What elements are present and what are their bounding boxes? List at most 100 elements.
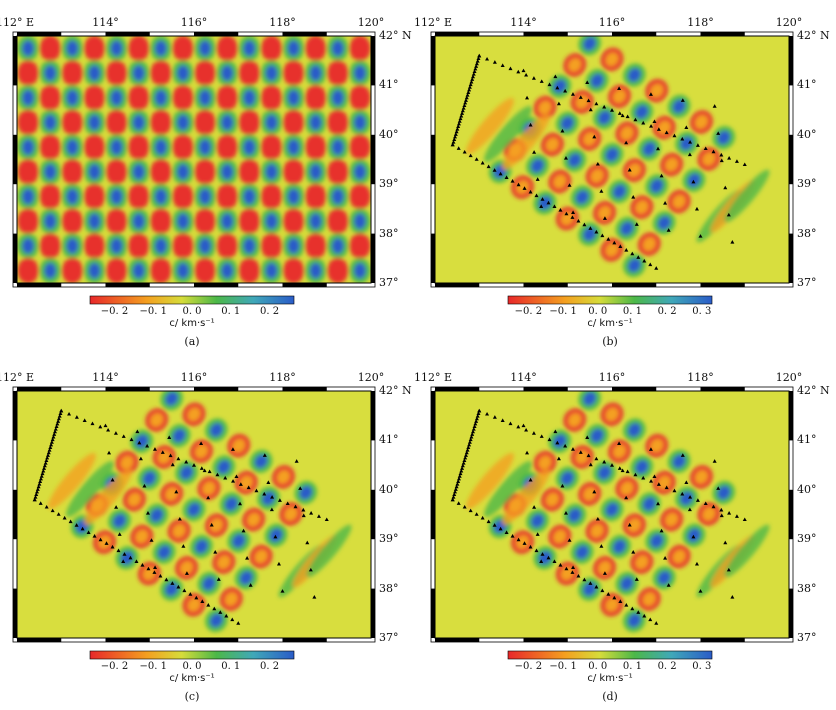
station-triangle <box>466 90 471 94</box>
negative-anomaly <box>194 109 216 136</box>
station-triangle <box>47 447 52 452</box>
negative-anomaly <box>128 183 150 210</box>
station-triangle <box>135 429 140 434</box>
panel-label: (b) <box>602 335 618 348</box>
positive-anomaly-core <box>199 238 211 254</box>
negative-anomaly <box>61 60 83 86</box>
station-triangle <box>508 66 513 71</box>
positive-anomaly-core <box>224 497 238 511</box>
negative-anomaly-core <box>568 58 582 72</box>
negative-anomaly <box>327 208 349 235</box>
map-frame <box>430 386 794 643</box>
station-triangle <box>270 495 275 499</box>
station-triangle <box>649 479 654 483</box>
negative-anomaly <box>349 84 371 111</box>
station-triangle <box>456 476 461 481</box>
colorbar-tick-label: −0. 2 <box>100 306 129 317</box>
positive-anomaly-core <box>199 139 211 155</box>
positive-anomaly-core <box>717 485 731 500</box>
station-triangle <box>209 522 214 527</box>
station-triangle <box>570 215 575 219</box>
station-triangle <box>691 534 696 539</box>
station-triangle <box>666 583 671 587</box>
station-triangle <box>578 450 583 454</box>
station-triangle <box>464 450 469 455</box>
station-triangle <box>230 447 235 451</box>
positive-anomaly-core <box>172 428 186 443</box>
station-triangle <box>462 458 467 463</box>
station-triangle <box>570 447 575 451</box>
station-triangle <box>680 136 685 141</box>
negative-anomaly-core <box>553 174 567 189</box>
station-triangle <box>504 175 509 179</box>
station-triangle <box>38 501 43 505</box>
station-triangle <box>595 161 600 166</box>
negative-anomaly-core <box>150 413 164 427</box>
station-triangle <box>52 432 57 436</box>
station-triangle <box>262 491 267 496</box>
seismic-station-array <box>32 408 329 625</box>
station-triangle <box>266 480 271 484</box>
station-triangle <box>277 498 282 502</box>
station-triangle <box>458 116 463 121</box>
station-triangle <box>170 581 175 585</box>
negative-anomaly <box>17 109 39 136</box>
positive-anomaly-core <box>132 65 145 81</box>
negative-anomaly-core <box>657 120 671 135</box>
negative-anomaly-core <box>538 455 552 470</box>
station-triangle <box>634 222 639 226</box>
longitude-label: 120° <box>357 16 385 29</box>
map-frame <box>430 31 794 288</box>
positive-anomaly-core <box>265 262 278 279</box>
station-triangle <box>58 411 63 415</box>
positive-anomaly-core <box>568 153 582 168</box>
positive-anomaly-core <box>150 508 164 523</box>
positive-anomaly-core <box>88 213 101 229</box>
positive-anomaly-core <box>583 391 597 406</box>
negative-anomaly-core <box>620 481 634 496</box>
station-triangle <box>238 482 243 486</box>
station-triangle <box>471 429 476 434</box>
longitude-label: 118° <box>269 371 296 384</box>
station-triangle <box>594 229 599 234</box>
station-triangle <box>477 53 482 58</box>
station-triangle <box>592 134 597 139</box>
latitude-label: 39° <box>797 532 817 546</box>
negative-anomaly <box>39 36 61 62</box>
station-triangle <box>459 113 464 118</box>
station-triangle <box>301 507 306 512</box>
station-triangle <box>53 429 58 434</box>
negative-anomaly-core <box>598 206 611 220</box>
station-triangle <box>617 441 622 445</box>
station-triangle <box>466 445 471 449</box>
station-triangle <box>138 456 143 461</box>
negative-anomaly-core <box>195 444 208 459</box>
positive-anomaly-core <box>613 184 626 199</box>
negative-anomaly-core <box>277 470 290 484</box>
positive-anomaly-core <box>199 90 211 106</box>
station-triangle <box>453 487 458 491</box>
station-triangle <box>588 462 593 467</box>
negative-anomaly <box>216 134 238 160</box>
station-triangle <box>471 72 476 76</box>
station-triangle <box>716 486 721 490</box>
station-triangle <box>230 617 235 622</box>
negative-anomaly <box>17 159 39 185</box>
station-triangle <box>234 474 239 479</box>
station-triangle <box>468 153 473 158</box>
positive-anomaly-core <box>110 188 123 205</box>
station-triangle <box>455 126 460 131</box>
positive-anomaly-core <box>635 460 649 474</box>
negative-anomaly-core <box>598 561 611 575</box>
station-triangle <box>648 617 653 622</box>
station-triangle <box>567 538 572 542</box>
station-triangle <box>576 218 581 223</box>
station-triangle <box>672 133 677 138</box>
positive-anomaly-core <box>583 36 597 51</box>
positive-anomaly-core <box>209 423 223 437</box>
station-triangle <box>463 453 468 457</box>
station-triangle <box>688 495 693 499</box>
station-triangle <box>293 504 298 509</box>
station-triangle <box>474 64 479 68</box>
station-triangle <box>40 471 45 476</box>
